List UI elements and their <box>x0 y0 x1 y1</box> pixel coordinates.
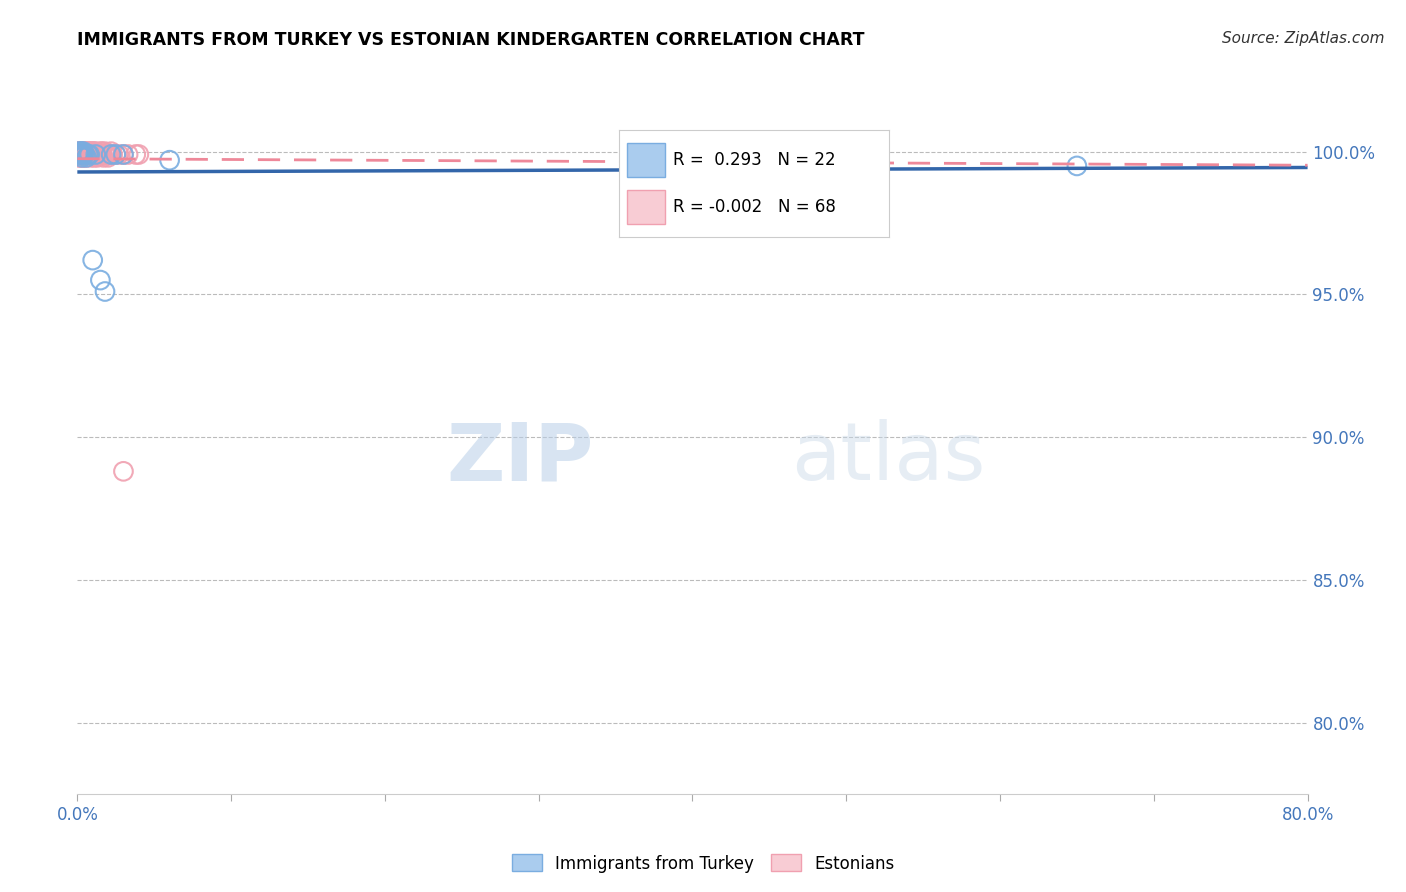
Point <box>72 147 94 161</box>
Point <box>104 147 127 161</box>
Point <box>69 145 91 159</box>
Point <box>72 150 94 164</box>
Point <box>77 147 100 161</box>
Point <box>70 145 93 159</box>
Point <box>73 147 96 161</box>
Point <box>101 147 124 161</box>
Point <box>100 147 122 161</box>
Point <box>84 147 107 161</box>
Point <box>79 145 101 159</box>
Point <box>70 147 93 161</box>
Point <box>93 150 115 164</box>
Point <box>67 147 90 161</box>
Point <box>94 147 117 161</box>
Point <box>1066 159 1088 173</box>
Point <box>90 147 114 161</box>
Point <box>112 147 135 161</box>
Point <box>94 285 117 299</box>
Point <box>72 147 94 161</box>
Point <box>70 147 93 161</box>
Point <box>86 147 108 161</box>
Point <box>70 147 93 161</box>
Point <box>98 147 121 161</box>
Point <box>73 147 96 161</box>
Point <box>112 464 135 478</box>
Point <box>89 147 111 161</box>
Point <box>79 147 101 161</box>
Text: ZIP: ZIP <box>447 419 595 498</box>
Point <box>70 147 93 161</box>
Point <box>82 253 104 268</box>
Point <box>67 145 90 159</box>
Point <box>90 145 114 159</box>
Point <box>77 145 100 159</box>
Point <box>67 147 90 161</box>
Text: Source: ZipAtlas.com: Source: ZipAtlas.com <box>1222 31 1385 46</box>
Point <box>76 147 98 161</box>
Point <box>89 145 111 159</box>
Point <box>67 150 90 164</box>
Text: R = -0.002   N = 68: R = -0.002 N = 68 <box>672 198 835 216</box>
Point <box>76 150 98 164</box>
Point <box>77 147 100 161</box>
Point <box>80 147 103 161</box>
Point <box>80 145 103 159</box>
Point <box>94 145 117 159</box>
Point <box>80 150 103 164</box>
Point <box>86 150 108 164</box>
Point <box>82 145 104 159</box>
Point <box>89 147 111 161</box>
Point <box>76 145 98 159</box>
Point <box>67 145 90 159</box>
Point <box>69 147 91 161</box>
Point <box>112 147 135 161</box>
Point <box>67 145 90 159</box>
Text: IMMIGRANTS FROM TURKEY VS ESTONIAN KINDERGARTEN CORRELATION CHART: IMMIGRANTS FROM TURKEY VS ESTONIAN KINDE… <box>77 31 865 49</box>
Point <box>104 147 127 161</box>
Point <box>96 147 118 161</box>
Point <box>84 147 107 161</box>
Legend: Immigrants from Turkey, Estonians: Immigrants from Turkey, Estonians <box>505 847 901 880</box>
Point <box>72 145 94 159</box>
Bar <box>627 143 665 178</box>
Point <box>108 147 131 161</box>
Bar <box>627 190 665 225</box>
Point <box>79 147 101 161</box>
Point <box>97 147 120 161</box>
Point <box>69 145 91 159</box>
Point <box>159 153 181 168</box>
Point <box>70 150 93 164</box>
Point <box>87 147 110 161</box>
Point <box>69 150 91 164</box>
Point <box>83 145 105 159</box>
Point <box>73 147 96 161</box>
Text: atlas: atlas <box>792 419 986 498</box>
Point <box>97 150 120 164</box>
Point <box>72 147 94 161</box>
Point <box>70 150 93 164</box>
Point <box>72 145 94 159</box>
Point <box>82 147 104 161</box>
Point <box>100 145 122 159</box>
Point <box>76 150 98 164</box>
Point <box>89 273 111 287</box>
Point <box>73 145 96 159</box>
Point <box>67 145 90 159</box>
Point <box>83 147 105 161</box>
Point <box>117 147 139 161</box>
Point <box>79 147 101 161</box>
Point <box>69 145 91 159</box>
Text: R =  0.293   N = 22: R = 0.293 N = 22 <box>672 152 835 169</box>
Point <box>125 147 148 161</box>
Point <box>83 150 105 164</box>
Point <box>84 145 107 159</box>
Point <box>128 147 150 161</box>
Point <box>70 145 93 159</box>
Point <box>67 147 90 161</box>
Point <box>77 147 100 161</box>
Point <box>69 147 91 161</box>
Point <box>69 147 91 161</box>
Point <box>73 150 96 164</box>
Point <box>73 145 96 159</box>
